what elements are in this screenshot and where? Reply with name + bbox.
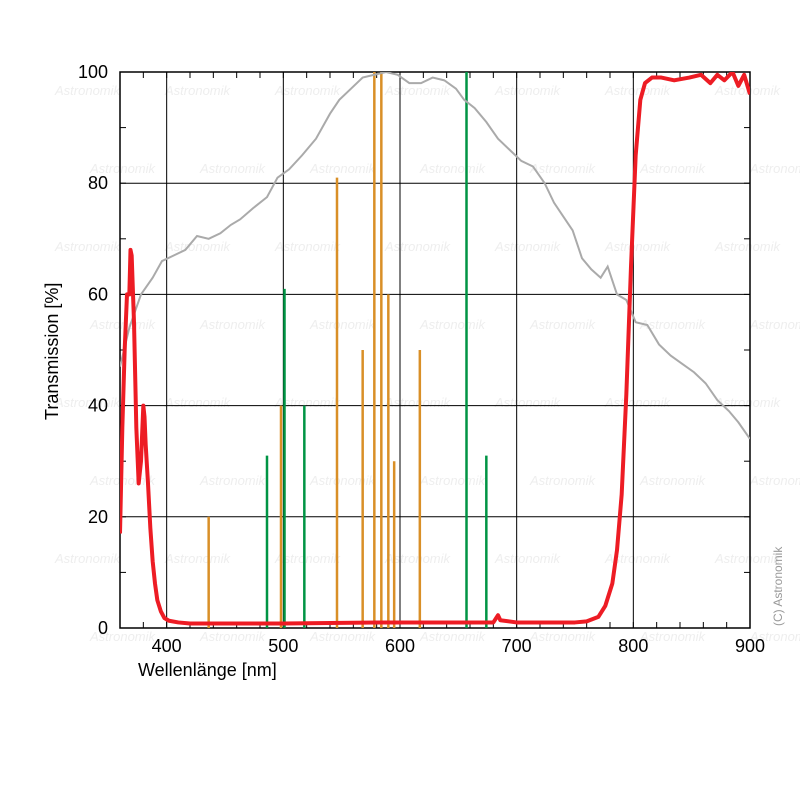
y-axis-label: Transmission [%] xyxy=(42,283,62,420)
watermark: Astronomik xyxy=(639,473,707,488)
watermark: Astronomik xyxy=(639,629,707,644)
x-tick-label: 500 xyxy=(268,636,298,656)
watermark: Astronomik xyxy=(54,83,122,98)
chart-svg: Astronomik Astronomik Astronomik Astronomik… xyxy=(0,0,800,800)
watermark: Astronomik xyxy=(494,551,562,566)
watermark: Astronomik xyxy=(199,317,267,332)
watermark: Astronomik xyxy=(89,317,157,332)
x-tick-label: 700 xyxy=(502,636,532,656)
y-tick-label: 20 xyxy=(88,507,108,527)
watermark: Astronomik xyxy=(199,161,267,176)
watermark: Astronomik xyxy=(419,161,487,176)
watermark: Astronomik xyxy=(419,317,487,332)
watermark: Astronomik xyxy=(309,317,377,332)
watermark: Astronomik xyxy=(749,317,800,332)
y-tick-label: 100 xyxy=(78,62,108,82)
x-tick-label: 800 xyxy=(618,636,648,656)
watermark: Astronomik xyxy=(419,629,487,644)
watermark: Astronomik xyxy=(749,473,800,488)
watermark: Astronomik xyxy=(199,629,267,644)
y-tick-label: 60 xyxy=(88,284,108,304)
x-tick-label: 600 xyxy=(385,636,415,656)
watermark: Astronomik xyxy=(54,551,122,566)
watermark: Astronomik xyxy=(274,83,342,98)
watermark: Astronomik xyxy=(494,83,562,98)
watermark: Astronomik xyxy=(494,239,562,254)
watermark: Astronomik xyxy=(749,161,800,176)
watermark: Astronomik xyxy=(384,395,452,410)
watermark: Astronomik xyxy=(164,83,232,98)
watermark: Astronomik xyxy=(529,473,597,488)
watermark: Astronomik xyxy=(274,239,342,254)
transmission-chart: Astronomik Astronomik Astronomik Astronomik… xyxy=(0,0,800,800)
watermark: Astronomik xyxy=(384,239,452,254)
y-tick-label: 80 xyxy=(88,173,108,193)
copyright: (C) Astronomik xyxy=(771,546,785,626)
watermark: Astronomik xyxy=(639,161,707,176)
watermark: Astronomik xyxy=(199,473,267,488)
watermark: Astronomik xyxy=(604,395,672,410)
watermark: Astronomik xyxy=(604,83,672,98)
watermark: Astronomik xyxy=(494,395,562,410)
watermark: Astronomik xyxy=(164,395,232,410)
watermark: Astronomik xyxy=(164,239,232,254)
watermark: Astronomik xyxy=(309,161,377,176)
x-tick-label: 400 xyxy=(152,636,182,656)
y-tick-label: 0 xyxy=(98,618,108,638)
watermark: Astronomik xyxy=(309,629,377,644)
watermark: Astronomik xyxy=(419,473,487,488)
watermark: Astronomik xyxy=(529,629,597,644)
y-tick-label: 40 xyxy=(88,396,108,416)
watermark: Astronomik xyxy=(164,551,232,566)
x-axis-label: Wellenlänge [nm] xyxy=(138,660,277,680)
watermark: Astronomik xyxy=(529,317,597,332)
watermark: Astronomik xyxy=(714,239,782,254)
watermark: Astronomik xyxy=(309,473,377,488)
x-tick-label: 900 xyxy=(735,636,765,656)
watermark: Astronomik xyxy=(54,239,122,254)
watermark: Astronomik xyxy=(604,239,672,254)
watermark: Astronomik xyxy=(384,83,452,98)
